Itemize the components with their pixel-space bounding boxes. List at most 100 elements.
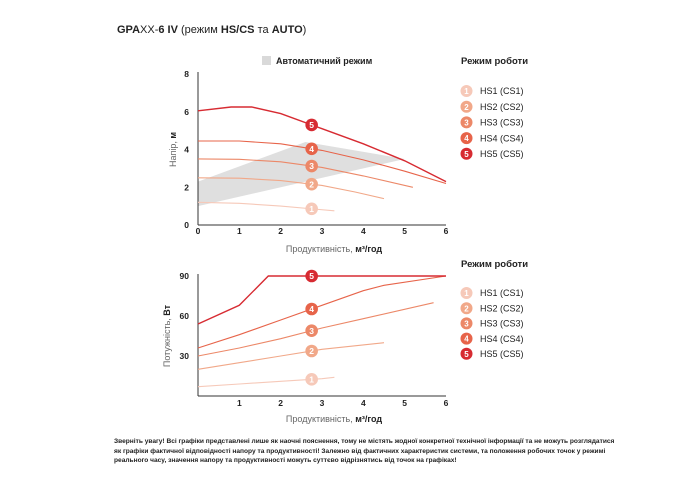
head-series-marker-label-3: 3 (309, 161, 314, 171)
power-legend-marker-4 (460, 332, 473, 345)
power-legend-entry-1: HS1 (CS1) (480, 288, 524, 298)
head-legend-entry-4: HS4 (CS4) (480, 133, 524, 143)
head-y-tick: 2 (184, 182, 189, 192)
title-model-b: XX- (140, 24, 159, 36)
title-model-c: 6 IV (158, 24, 178, 36)
head-y-tick: 6 (184, 107, 189, 117)
power-x-axis-label: Продуктивність, м³/год (286, 414, 382, 424)
head-y-tick: 8 (184, 69, 189, 79)
power-legend-title: Режим роботи (461, 259, 528, 270)
title-close: ) (302, 24, 307, 36)
power-y-axis-label: Потужність, Вт (162, 304, 172, 367)
power-legend-marker-label-4: 4 (464, 335, 469, 344)
power-x-tick: 5 (402, 398, 407, 408)
power-x-tick: 6 (444, 398, 449, 408)
head-x-tick: 3 (320, 226, 325, 236)
power-x-tick: 2 (278, 398, 283, 408)
power-series-line-1 (197, 376, 335, 388)
head-y-axis-label: Напір, м (168, 132, 178, 167)
head-series-line-3 (197, 158, 414, 188)
power-legend-marker-1 (460, 287, 473, 299)
head-series-marker-2 (305, 177, 318, 191)
head-series-marker-label-1: 1 (309, 204, 314, 214)
head-legend-marker-2 (460, 100, 473, 113)
title-open: (режим (177, 24, 221, 36)
head-series-marker-1 (305, 202, 318, 216)
power-series-line-4 (197, 275, 447, 349)
power-series-line-2 (197, 342, 385, 370)
title-mid: та (254, 24, 272, 36)
disclaimer-line-3: реального часу, значення напору та проду… (114, 457, 457, 464)
head-series-marker-label-2: 2 (309, 179, 314, 189)
head-x-tick: 6 (444, 226, 449, 236)
head-series-line-2 (197, 177, 385, 200)
head-y-tick: 4 (184, 145, 189, 155)
head-legend-marker-5 (460, 147, 473, 160)
head-series-marker-label-5: 5 (309, 120, 314, 130)
power-series-line-3 (197, 302, 434, 357)
page-title: GPAXX-6 IV (режим HS/CS та AUTO) (117, 24, 306, 36)
head-legend-marker-label-1: 1 (464, 87, 469, 96)
head-legend-entry-1: HS1 (CS1) (480, 86, 524, 96)
head-series-marker-4 (305, 142, 318, 156)
power-series-line-5 (197, 275, 446, 325)
power-legend-marker-3 (460, 317, 473, 330)
power-series-marker-4 (305, 302, 318, 316)
title-mode-1: HS/CS (220, 24, 255, 36)
head-legend-marker-label-4: 4 (464, 134, 469, 143)
head-series-line-4 (198, 140, 447, 185)
head-legend-marker-label-5: 5 (464, 150, 469, 159)
title-mode-2: AUTO (271, 24, 303, 36)
head-legend-entry-3: HS3 (CS3) (480, 118, 524, 128)
power-series-marker-label-1: 1 (309, 375, 314, 385)
head-legend-entry-5: HS5 (CS5) (480, 149, 524, 159)
head-y-tick: 0 (184, 220, 189, 230)
power-x-tick: 3 (320, 398, 325, 408)
power-series-marker-5 (305, 269, 318, 283)
head-series-line-1 (197, 201, 335, 212)
head-x-axis-label: Продуктивність, м³/год (286, 244, 382, 254)
power-series-marker-2 (305, 344, 318, 358)
head-area-legend-label: Автоматичний режим (276, 56, 373, 66)
power-y-tick: 30 (180, 351, 190, 361)
power-series-marker-1 (305, 373, 318, 386)
disclaimer-note: Зверніть увагу! Всі графіки представлені… (114, 437, 615, 466)
head-legend-entry-2: HS2 (CS2) (480, 102, 524, 112)
head-x-tick: 2 (278, 226, 283, 236)
title-model-a: GPA (117, 24, 141, 36)
head-legend-marker-label-3: 3 (464, 119, 469, 128)
power-legend-marker-label-5: 5 (464, 350, 469, 359)
head-x-tick: 5 (402, 226, 407, 236)
power-legend-entry-2: HS2 (CS2) (480, 303, 524, 313)
disclaimer-line-1: Зверніть увагу! Всі графіки представлені… (114, 438, 615, 445)
head-legend-title: Режим роботи (461, 56, 528, 67)
power-series-marker-label-2: 2 (309, 346, 314, 356)
power-y-tick: 90 (180, 271, 190, 281)
head-series-line-5 (197, 106, 447, 183)
power-series-marker-label-4: 4 (309, 304, 314, 314)
head-legend-marker-1 (460, 85, 473, 97)
power-legend-marker-label-3: 3 (464, 320, 469, 329)
power-series-marker-label-3: 3 (309, 326, 314, 336)
head-series-marker-3 (305, 159, 318, 173)
power-y-tick: 60 (180, 311, 190, 321)
power-legend-entry-5: HS5 (CS5) (480, 349, 524, 359)
head-x-tick: 4 (361, 226, 366, 236)
head-legend-marker-label-2: 2 (464, 103, 469, 112)
head-series-marker-label-4: 4 (309, 144, 314, 154)
power-x-tick: 4 (361, 398, 366, 408)
head-legend-marker-4 (460, 132, 473, 145)
power-legend-marker-label-1: 1 (464, 289, 469, 298)
head-series-marker-5 (305, 118, 318, 132)
power-x-tick: 1 (237, 398, 242, 408)
power-legend-entry-3: HS3 (CS3) (480, 319, 524, 329)
head-area-legend-swatch (262, 56, 271, 65)
power-legend-marker-5 (460, 347, 473, 360)
power-legend-marker-label-2: 2 (464, 304, 469, 313)
power-legend-marker-2 (460, 302, 473, 315)
power-series-marker-3 (305, 324, 318, 337)
power-legend-entry-4: HS4 (CS4) (480, 334, 524, 344)
head-x-tick: 0 (196, 226, 201, 236)
head-legend-marker-3 (460, 116, 473, 129)
